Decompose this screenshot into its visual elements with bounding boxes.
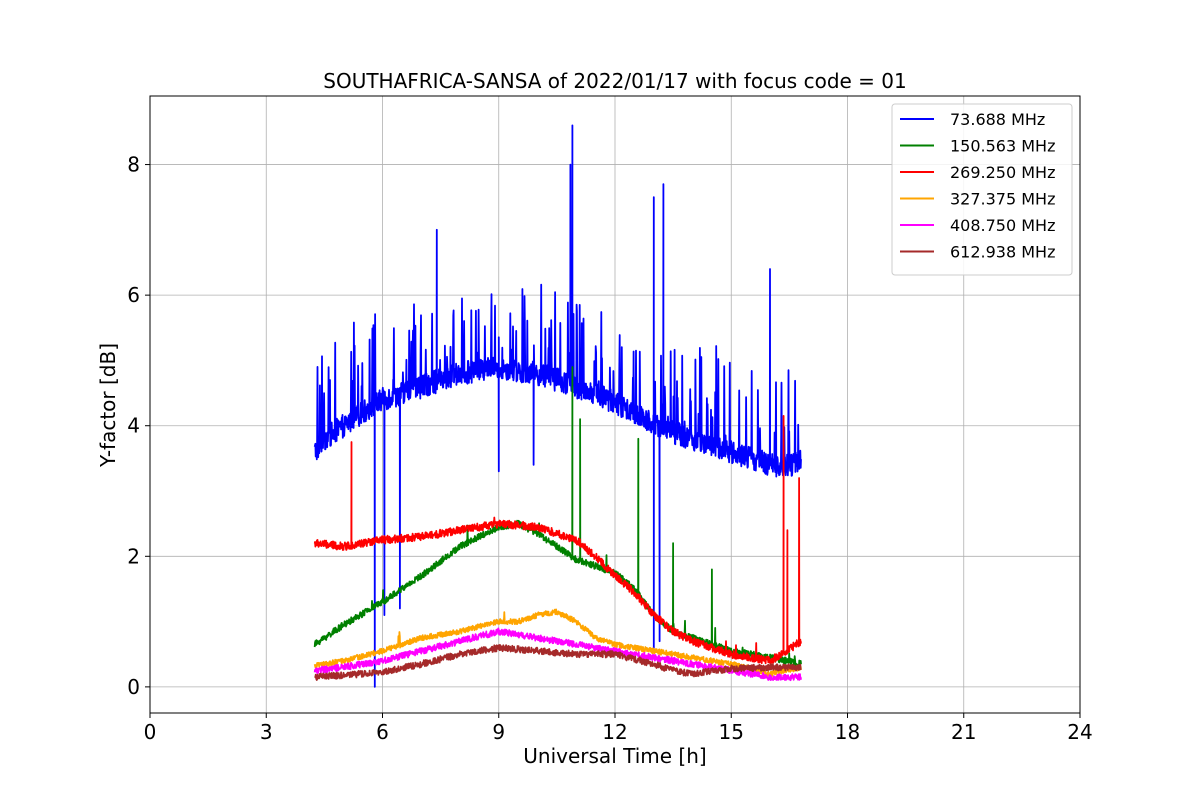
legend-label: 269.250 MHz bbox=[950, 163, 1055, 182]
legend-box bbox=[891, 103, 1073, 276]
x-tick-label: 21 bbox=[951, 720, 976, 744]
x-tick-label: 24 bbox=[1067, 720, 1092, 744]
x-axis: 0 3 6 9 12 15 18 21 24 bbox=[144, 713, 1093, 744]
x-tick-label: 9 bbox=[492, 720, 505, 744]
legend-label: 612.938 MHz bbox=[950, 243, 1055, 262]
x-tick-label: 6 bbox=[376, 720, 389, 744]
x-tick-label: 12 bbox=[602, 720, 627, 744]
y-tick-label: 8 bbox=[127, 153, 140, 177]
chart-title: SOUTHAFRICA-SANSA of 2022/01/17 with foc… bbox=[323, 69, 907, 93]
series-line bbox=[313, 608, 802, 677]
y-tick-label: 0 bbox=[127, 675, 140, 699]
series-layer bbox=[313, 124, 802, 688]
legend-label: 150.563 MHz bbox=[950, 137, 1055, 156]
y-axis: 0 2 4 6 8 bbox=[127, 153, 150, 699]
x-tick-label: 18 bbox=[835, 720, 860, 744]
legend-label: 73.688 MHz bbox=[950, 110, 1045, 129]
x-tick-label: 0 bbox=[144, 720, 157, 744]
legend: 73.688 MHz 150.563 MHz 269.250 MHz 327.375 … bbox=[891, 103, 1073, 276]
series-line bbox=[313, 415, 802, 665]
legend-label: 408.750 MHz bbox=[950, 216, 1055, 235]
series-line bbox=[314, 644, 802, 681]
x-axis-label: Universal Time [h] bbox=[523, 744, 706, 768]
y-tick-label: 6 bbox=[127, 283, 140, 307]
legend-label: 327.375 MHz bbox=[950, 190, 1055, 209]
x-tick-label: 15 bbox=[719, 720, 744, 744]
x-tick-label: 3 bbox=[260, 720, 273, 744]
y-tick-label: 4 bbox=[127, 414, 140, 438]
series-line bbox=[313, 124, 802, 688]
y-tick-label: 2 bbox=[127, 544, 140, 568]
y-axis-label: Y-factor [dB] bbox=[96, 343, 120, 468]
